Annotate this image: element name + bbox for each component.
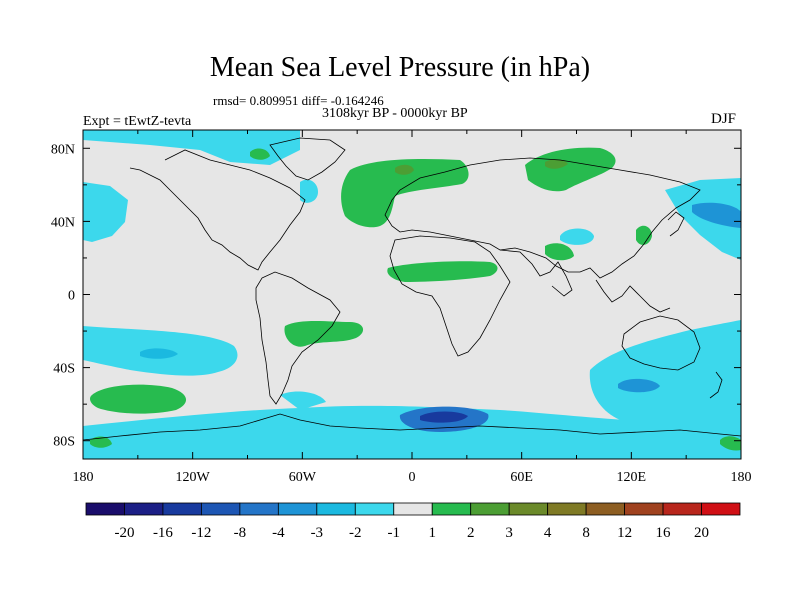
chart-title: Mean Sea Level Pressure (in hPa)	[209, 52, 591, 83]
colorbar-swatch	[124, 502, 164, 516]
axis-ticks	[82, 130, 742, 459]
y-tick-label: 0	[68, 289, 75, 304]
greenland-green-patch	[250, 148, 270, 160]
siberia-green-anomaly	[525, 147, 616, 192]
north-atlantic-green-anomaly	[341, 159, 469, 228]
colorbar-swatch	[393, 502, 433, 516]
ross-green-patch	[720, 436, 741, 451]
x-tick-label: 60W	[289, 470, 317, 485]
coast-japan	[667, 211, 685, 237]
colorbar-swatch	[85, 502, 125, 516]
coastlines	[83, 137, 741, 441]
drake-cyan-anomaly	[280, 391, 326, 410]
colorbar-label: -4	[272, 525, 285, 541]
stats-line: rmsd= 0.809951 diff= -0.164246	[213, 93, 384, 108]
colorbar-swatch	[239, 502, 279, 516]
x-tick-label: 120W	[176, 470, 211, 485]
colorbar-swatch	[431, 502, 472, 516]
coast-south-america	[255, 271, 341, 405]
north-pacific-blue-core	[692, 202, 741, 228]
period-line: 3108kyr BP - 0000kyr BP	[322, 106, 468, 121]
south-pacific-green-anomaly	[90, 384, 187, 414]
colorbar-swatch	[201, 502, 241, 516]
x-tick-label: 180	[73, 470, 94, 485]
arabia-green-patch	[545, 243, 574, 261]
north-atlantic-green-core	[395, 164, 414, 175]
coast-arabia-india	[499, 249, 573, 297]
antarctic-blue-core	[420, 411, 468, 423]
coast-southeast-asia	[595, 279, 671, 313]
coast-eurasia	[384, 157, 701, 279]
x-tick-label: 180	[731, 470, 752, 485]
colorbar-label: 2	[467, 525, 475, 541]
colorbar-label: 8	[582, 525, 590, 541]
southern-ocean-cyan-anomaly	[83, 405, 741, 459]
coast-australia	[621, 315, 701, 371]
colorbar-label: 4	[544, 525, 552, 541]
colorbar-swatch	[624, 502, 664, 516]
tibet-cyan-patch	[560, 228, 594, 245]
coast-antarctica	[83, 413, 741, 441]
arctic-pacific-cyan-anomaly	[83, 130, 300, 165]
season-label: DJF	[711, 111, 737, 127]
colorbar-swatch	[662, 502, 702, 516]
atlantic-cyan-patch	[300, 179, 318, 203]
y-tick-label: 80N	[51, 142, 75, 157]
x-tick-label: 120E	[617, 470, 647, 485]
colorbar-label: 1	[428, 525, 436, 541]
china-green-patch	[636, 225, 652, 245]
y-tick-label: 40N	[51, 215, 75, 230]
colorbar-swatch	[316, 502, 356, 516]
colorbar-label: 16	[656, 525, 672, 541]
australia-south-blue-core	[618, 378, 660, 393]
southern-ocean-green-patch	[90, 436, 112, 448]
colorbar-label: -3	[311, 525, 324, 541]
coast-new-zealand	[709, 371, 723, 399]
colorbar: -20 -16 -12 -8 -4 -3 -2 -1 1 2 3 4 8 12 16 20	[85, 502, 741, 541]
colorbar-swatch	[508, 502, 549, 516]
colorbar-label: -20	[114, 525, 134, 541]
anomaly-layer	[83, 130, 741, 459]
colorbar-swatch	[585, 502, 625, 516]
y-tick-label: 40S	[53, 362, 75, 377]
south-pacific-blue-core	[140, 348, 178, 359]
siberia-green-core	[545, 159, 568, 169]
colorbar-label: -8	[234, 525, 247, 541]
coast-africa	[389, 235, 511, 357]
colorbar-swatch	[547, 502, 587, 516]
north-pacific-west-cyan-anomaly	[83, 182, 128, 242]
colorbar-label: 20	[694, 525, 709, 541]
colorbar-label: 3	[505, 525, 513, 541]
colorbar-label: -1	[388, 525, 401, 541]
colorbar-label: -12	[191, 525, 211, 541]
coast-north-america	[129, 149, 306, 271]
colorbar-swatch	[701, 502, 741, 516]
y-tick-label: 80S	[53, 435, 75, 450]
x-tick-label: 60E	[510, 470, 533, 485]
colorbar-swatch	[354, 502, 395, 516]
colorbar-label: -2	[349, 525, 362, 541]
colorbar-swatch	[470, 502, 510, 516]
x-tick-label: 0	[409, 470, 416, 485]
colorbar-swatch	[277, 502, 318, 516]
experiment-label: Expt = tEwtZ-tevta	[83, 114, 192, 129]
sahara-green-anomaly	[387, 261, 498, 282]
north-pacific-east-cyan-anomaly	[665, 178, 741, 260]
coast-greenland	[269, 137, 346, 181]
australia-south-cyan-anomaly	[589, 320, 741, 430]
axis-labels: 180 120W 60W 0 60E 120E 180 80N 40N 0 40S 80S	[51, 142, 752, 485]
colorbar-swatch	[162, 502, 202, 516]
colorbar-label: 12	[617, 525, 632, 541]
colorbar-label: -16	[153, 525, 173, 541]
